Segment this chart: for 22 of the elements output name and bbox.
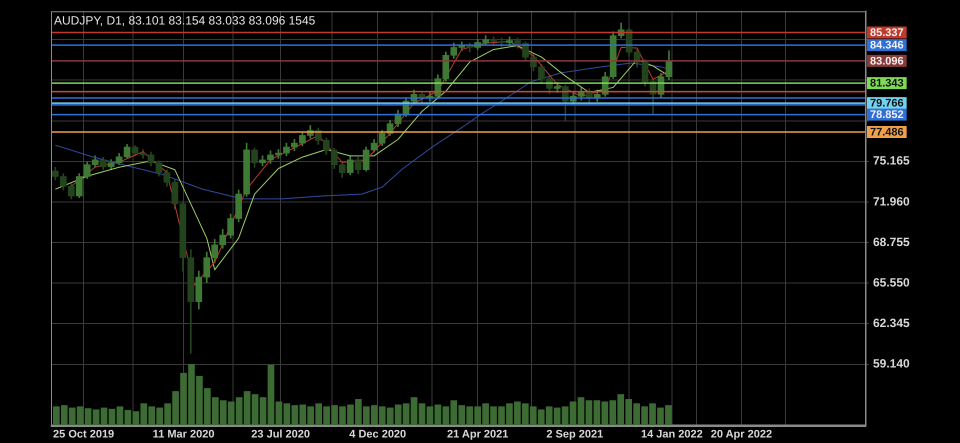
ref-line-label: 83.096 <box>870 55 904 68</box>
x-tick-label: 23 Jul 2020 <box>251 428 310 441</box>
ref-line-label: 78.852 <box>870 109 904 122</box>
y-tick-label: 65.550 <box>873 275 910 290</box>
y-tick-label: 62.345 <box>873 316 910 330</box>
ref-line-label: 85.337 <box>870 27 904 40</box>
y-tick-label: 59.140 <box>873 356 910 371</box>
chart-title: AUDJPY, D1, 83.101 83.154 83.033 83.096 1545 <box>54 14 316 28</box>
y-tick-label: 71.960 <box>873 194 910 208</box>
ref-line-label: 77.486 <box>870 126 904 138</box>
x-tick-label: 2 Sep 2021 <box>546 428 604 441</box>
x-tick-label: 11 Mar 2020 <box>152 428 214 441</box>
ref-line-label: 79.766 <box>870 98 904 110</box>
ref-line-label: 81.343 <box>870 78 904 90</box>
x-tick-label: 25 Oct 2019 <box>53 428 114 441</box>
y-tick-label: 75.165 <box>873 154 910 168</box>
x-tick-label: 14 Jan 2022 <box>640 428 703 441</box>
x-tick-label: 20 Apr 2022 <box>710 428 772 441</box>
y-tick-label: 68.755 <box>873 234 910 249</box>
x-tick-label: 21 Apr 2021 <box>447 428 508 441</box>
x-tick-label: 4 Dec 2020 <box>349 428 406 441</box>
ref-line-label: 84.346 <box>870 40 904 52</box>
